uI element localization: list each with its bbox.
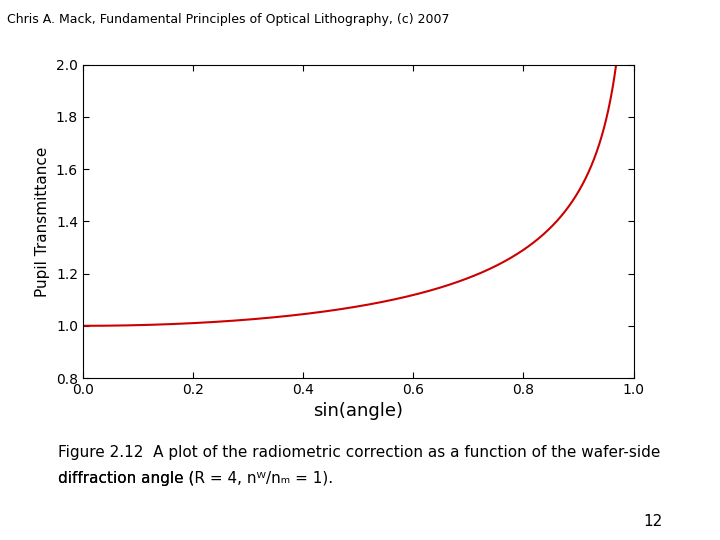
Text: diffraction angle (: diffraction angle ( xyxy=(58,471,194,487)
X-axis label: sin(angle): sin(angle) xyxy=(313,402,403,421)
Text: diffraction angle (R = 4, nᵂ/nₘ = 1).: diffraction angle (R = 4, nᵂ/nₘ = 1). xyxy=(58,471,333,487)
Text: Chris A. Mack, Fundamental Principles of Optical Lithography, (c) 2007: Chris A. Mack, Fundamental Principles of… xyxy=(7,14,450,26)
Text: Figure 2.12  A plot of the radiometric correction as a function of the wafer-sid: Figure 2.12 A plot of the radiometric co… xyxy=(58,446,660,461)
Text: 12: 12 xyxy=(643,514,662,529)
Y-axis label: Pupil Transmittance: Pupil Transmittance xyxy=(35,146,50,296)
